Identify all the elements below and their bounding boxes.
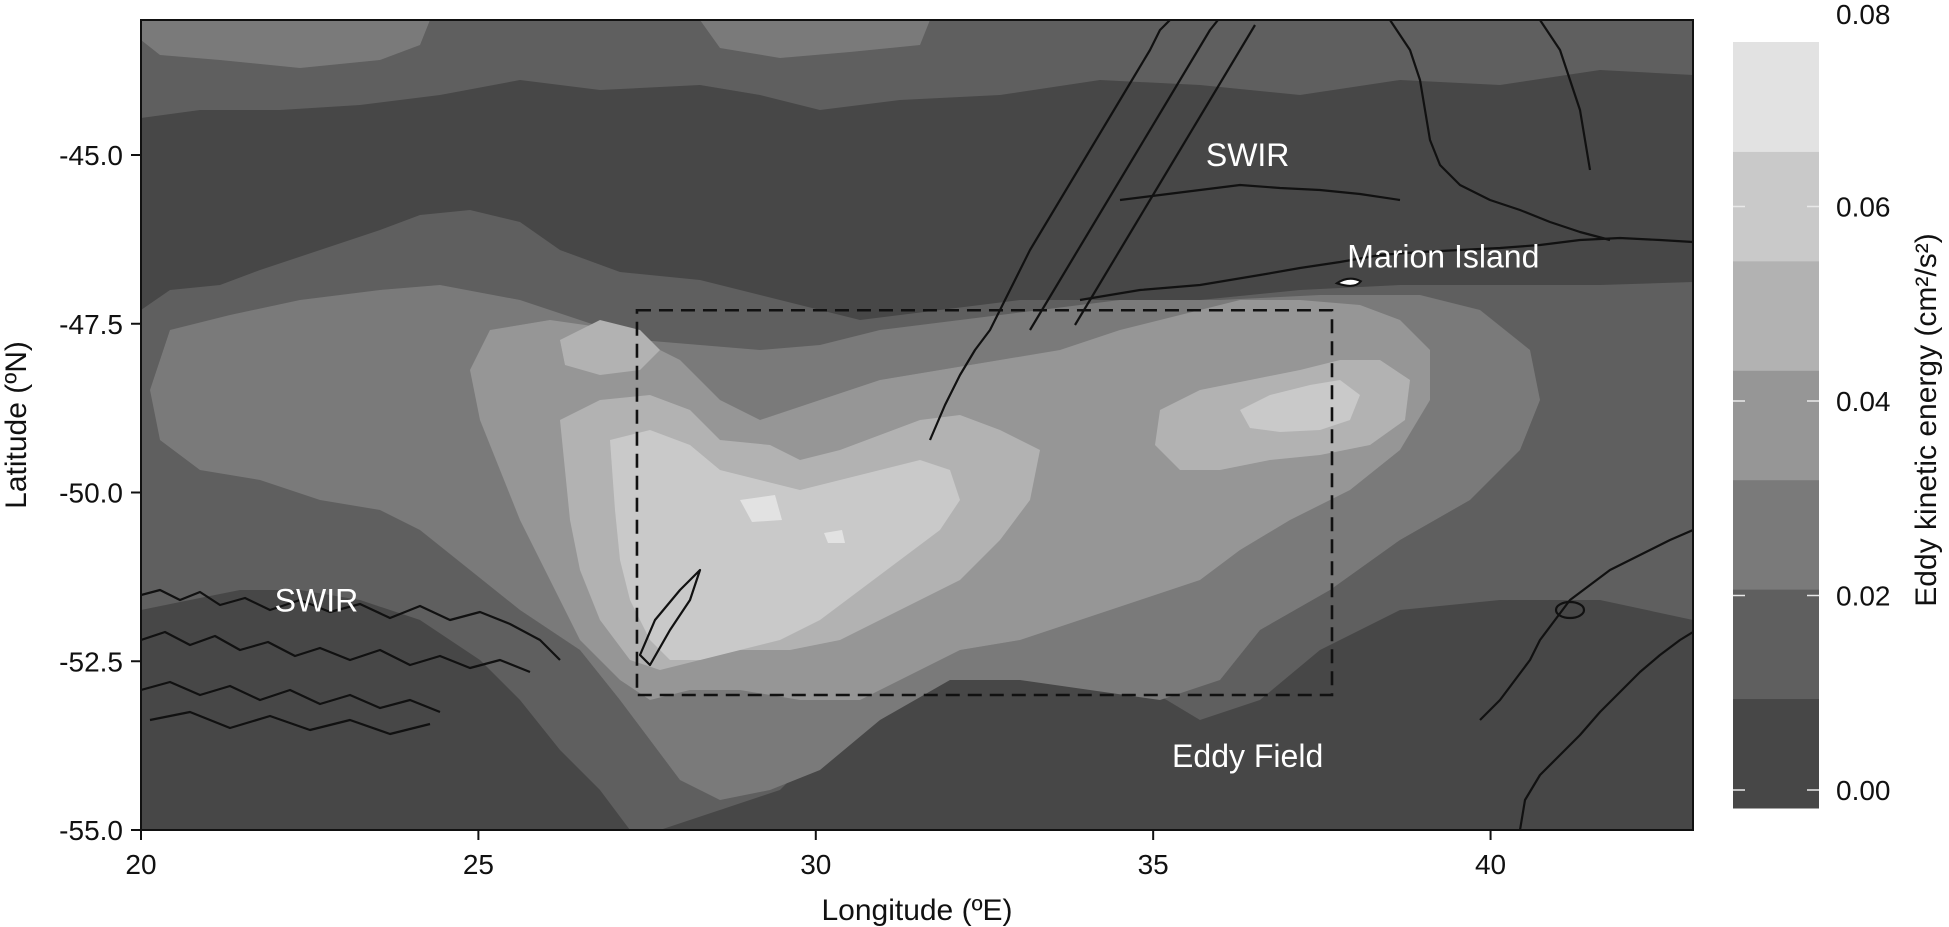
colorbar-tick-label: 0.00 [1836,775,1891,806]
map-label: SWIR [275,583,359,619]
eddy-field-box [635,308,1334,697]
colorbar-tick-label: 0.04 [1836,386,1891,417]
eke-level-2-north [141,20,430,68]
y-tick-label: -45.0 [59,140,123,171]
plot-frame [140,19,1694,831]
map-label: Eddy Field [1172,738,1323,774]
colorbar-swatch [1733,589,1819,700]
marion-island-marker [1334,277,1363,287]
y-axis: -45.0 -47.5 -50.0 -52.5 -55.0 [59,140,141,846]
x-axis-title: Longitude (ºE) [821,894,1012,927]
y-axis-title: Latitude (ºN) [0,341,33,509]
eke-level-5 [610,430,960,660]
y-tick-label: -55.0 [59,815,123,846]
map-label: SWIR [1206,137,1290,173]
colorbar-swatch [1733,479,1819,590]
colorbar-tick-label: 0.02 [1836,581,1891,612]
map-label: Marion Island [1347,238,1539,274]
eke-contour-field [141,20,1693,830]
bathymetry-contours [141,20,1693,830]
colorbar-ticks: 0.00 0.02 0.04 0.06 0.08 [1733,0,1891,806]
colorbar-title: Eddy kinetic energy (cm²/s²) [1910,233,1943,606]
eke-level-2-north-b [700,20,930,58]
x-tick-label: 35 [1138,849,1169,880]
x-tick-label: 20 [125,849,156,880]
eke-level-4-west [560,320,660,375]
colorbar [1733,42,1819,809]
colorbar-swatch [1733,260,1819,371]
x-tick-label: 25 [463,849,494,880]
x-axis: 20 25 30 35 40 [125,830,1506,880]
y-tick-label: -50.0 [59,478,123,509]
x-tick-label: 40 [1475,849,1506,880]
colorbar-swatch [1733,370,1819,481]
map-labels: SWIR SWIR Marion Island Eddy Field [275,137,1540,774]
y-tick-label: -52.5 [59,646,123,677]
colorbar-swatch [1733,698,1819,809]
x-tick-label: 30 [800,849,831,880]
eke-level-1-north [141,20,1693,118]
y-tick-label: -47.5 [59,309,123,340]
eke-level-6 [740,495,782,522]
colorbar-tick-label: 0.08 [1836,0,1891,30]
eke-level-6-b [824,530,845,543]
colorbar-swatch [1733,42,1819,152]
colorbar-tick-label: 0.06 [1836,192,1891,223]
colorbar-swatch [1733,151,1819,262]
eke-level-5-east [1240,380,1360,432]
